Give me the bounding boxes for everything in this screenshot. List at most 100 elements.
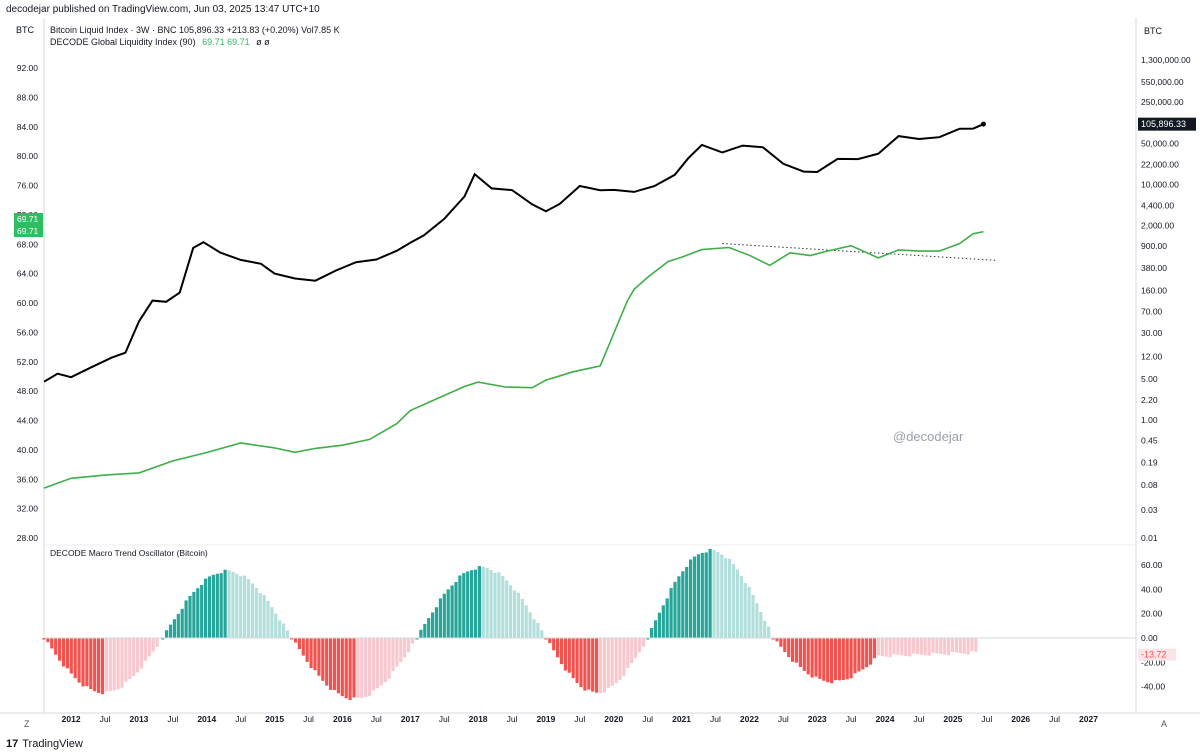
oscillator-bar <box>787 638 791 657</box>
legend-gli-name: DECODE Global Liquidity Index (90) <box>50 37 196 47</box>
oscillator-bar <box>61 638 66 667</box>
oscillator-bar <box>192 591 196 638</box>
oscillator-bar <box>552 638 556 651</box>
oscillator-bar <box>89 638 93 689</box>
oscillator-bar <box>151 638 155 652</box>
oscillator-bar <box>285 630 290 638</box>
oscillator-bar <box>681 571 685 638</box>
oscillator-bar <box>802 638 806 671</box>
right-tick-label: 50,000.00 <box>1141 138 1179 148</box>
time-tick-label: 2026 <box>1011 714 1030 724</box>
oscillator-bar <box>833 638 838 681</box>
right-tick-label: 160.00 <box>1141 285 1167 295</box>
time-tick-label: Jul <box>371 714 382 724</box>
auto-scale-a-button[interactable]: A <box>1161 719 1167 729</box>
oscillator-bar <box>532 619 536 638</box>
right-tick-label: 4,400.00 <box>1141 201 1174 211</box>
right-tick-label: 30.00 <box>1141 328 1163 338</box>
time-tick-label: 2021 <box>672 714 691 724</box>
oscillator-bar <box>857 638 861 672</box>
left-axis-ticks: 92.0088.0084.0080.0076.0072.0068.0064.00… <box>17 63 39 543</box>
oscillator-bar <box>58 638 62 661</box>
right-tick-label: 12.00 <box>1141 352 1163 362</box>
oscillator-bar <box>931 638 935 653</box>
oscillator-bar <box>112 638 116 691</box>
oscillator-bar <box>646 638 650 640</box>
right-tick-label: 0.01 <box>1141 533 1158 543</box>
oscillator-bar <box>69 638 73 674</box>
oscillator-bar <box>872 638 877 659</box>
time-tick-label: 2012 <box>62 714 81 724</box>
oscillator-bar <box>806 638 810 675</box>
oscillator-bar <box>254 588 258 638</box>
time-tick-label: 2018 <box>469 714 488 724</box>
oscillator-bar <box>184 600 188 638</box>
oscillator-bar <box>438 598 442 638</box>
oscillator-bar <box>923 638 927 656</box>
oscillator-bar <box>379 638 383 686</box>
oscillator-bar <box>943 638 947 655</box>
oscillator-bar <box>371 638 376 691</box>
oscillator-bar <box>356 638 360 698</box>
oscillator-bar <box>42 638 46 640</box>
oscillator-bar <box>970 638 974 652</box>
oscillator-bar <box>712 550 716 638</box>
oscillator-bar <box>900 638 904 656</box>
oscillator-bar <box>927 638 931 656</box>
trendline-dotted[interactable] <box>722 243 997 261</box>
left-tick-label: 68.00 <box>17 239 39 249</box>
oscillator-bar <box>559 638 564 665</box>
oscillator-bar <box>65 638 69 669</box>
right-tick-label: 0.19 <box>1141 458 1158 468</box>
oscillator-bar <box>876 638 880 656</box>
oscillator-bar <box>830 638 834 684</box>
oscillator-bar <box>767 626 771 638</box>
oscillator-bar <box>775 638 779 642</box>
oscillator-bar <box>869 638 873 665</box>
oscillator-bar <box>939 638 943 654</box>
oscillator-bar <box>344 638 348 699</box>
oscillator-bar <box>641 638 645 647</box>
right-tick-label: 380.00 <box>1141 263 1167 273</box>
publisher-line: decodejar published on TradingView.com, … <box>6 4 320 15</box>
price-badge-bg <box>1138 117 1196 131</box>
timezone-z-button[interactable]: Z <box>24 719 30 729</box>
oscillator-bar <box>200 585 204 638</box>
oscillator-bar <box>685 566 689 638</box>
oscillator-bar <box>50 638 54 649</box>
oscillator-bar <box>571 638 575 679</box>
footer: 17 TradingView <box>6 736 83 752</box>
time-tick-label: Jul <box>642 714 653 724</box>
oscillator-bar <box>407 638 411 653</box>
oscillator-bar <box>336 638 340 694</box>
oscillator-bar <box>962 638 966 654</box>
right-tick-label: 0.03 <box>1141 505 1158 515</box>
oscillator-bar <box>155 638 159 647</box>
oscillator-bar <box>622 638 626 677</box>
time-axis-ticks: 2012 Jul 2013 Jul 2014 Jul 2015 Jul 2016 Jul 2017 J… <box>62 714 1099 724</box>
oscillator-bar <box>743 583 747 638</box>
left-scale-label: BTC <box>16 25 35 35</box>
oscillator-bar <box>915 638 919 655</box>
oscillator-bar <box>724 558 728 638</box>
time-tick-label: Jul <box>914 714 925 724</box>
oscillator-bar <box>415 638 419 640</box>
oscillator-bar <box>771 638 775 640</box>
chart-area[interactable]: BTC BTC Bitcoin Liquid Index · 3W · BNC … <box>0 18 1200 734</box>
oscillator-bar <box>352 638 356 698</box>
oscillator-bar <box>434 607 439 638</box>
oscillator-bar <box>911 638 916 654</box>
oscillator-bar <box>759 612 763 638</box>
oscillator-bar <box>598 638 603 694</box>
oscillator-bar <box>509 585 513 638</box>
oscillator-bar <box>446 589 450 638</box>
oscillator-bar <box>689 559 693 638</box>
legend-gli-tail: ø ø <box>256 37 270 47</box>
oscillator-bar <box>731 563 736 638</box>
oscillator-bar <box>136 638 140 673</box>
oscillator-bar <box>317 638 321 676</box>
oscillator-bar <box>54 638 58 655</box>
oscillator-bar <box>147 638 151 657</box>
oscillator-bar <box>739 576 743 638</box>
tradingview-logo-icon: 17 <box>6 738 19 750</box>
